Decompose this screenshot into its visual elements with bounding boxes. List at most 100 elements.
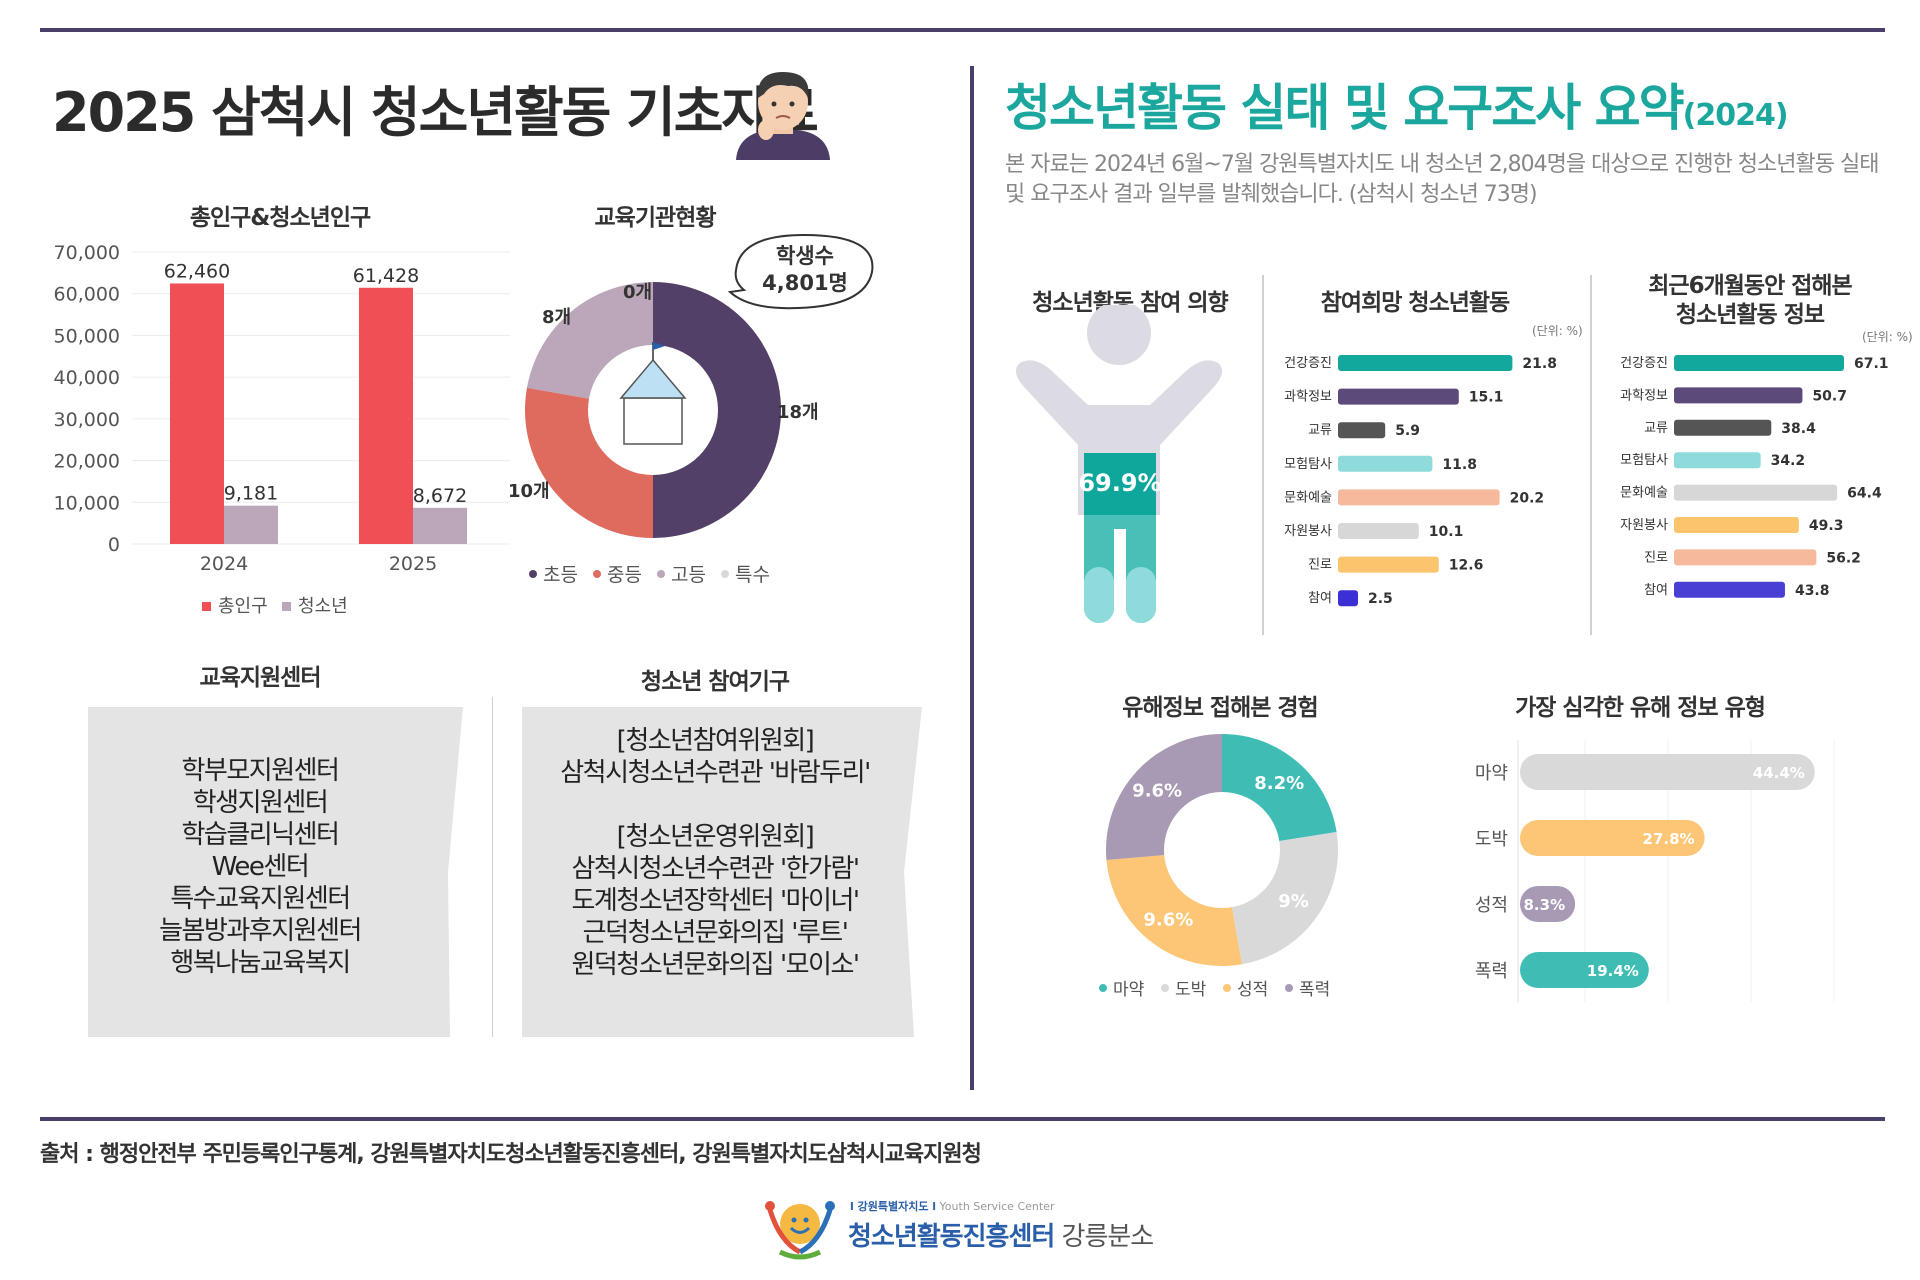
bar-category-label: 진로 bbox=[1308, 558, 1332, 573]
chart-divider-2 bbox=[1590, 275, 1592, 635]
bubble-line1: 학생수 bbox=[776, 244, 834, 268]
bar bbox=[1338, 523, 1419, 539]
bar-value-label: 5.9 bbox=[1395, 423, 1420, 439]
bar-value-label: 67.1 bbox=[1854, 356, 1889, 372]
slice-label: 10개 bbox=[508, 481, 550, 502]
x-tick-label: 2025 bbox=[389, 553, 437, 575]
legend-dot bbox=[657, 570, 665, 578]
bar-value-label: 62,460 bbox=[164, 260, 230, 282]
bar-value-label: 2.5 bbox=[1368, 591, 1393, 607]
bar bbox=[1674, 581, 1785, 598]
info-title-line2: 청소년활동 정보 bbox=[1675, 302, 1825, 328]
bar-value-label: 44.4% bbox=[1753, 764, 1805, 782]
bar-value-label: 9,181 bbox=[224, 483, 278, 505]
legend-label: 도박 bbox=[1175, 980, 1207, 1000]
bar bbox=[1674, 484, 1838, 501]
bar-category-label: 폭력 bbox=[1475, 961, 1508, 982]
bar-category-label: 마약 bbox=[1475, 763, 1508, 784]
school-building-roof bbox=[619, 358, 687, 399]
bar bbox=[1674, 452, 1761, 469]
bar-value-label: 34.2 bbox=[1771, 453, 1806, 469]
participation-orgs-title: 청소년 참여기구 bbox=[640, 669, 790, 695]
harmful-chart: 8.2% 9% 9.6% 9.6% 마약 도박 성적 폭력 bbox=[1099, 734, 1338, 1000]
left-title: 2025 삼척시 청소년활동 기초자료 bbox=[52, 81, 819, 144]
legend-dot bbox=[1161, 984, 1169, 992]
intention-figure: 69.9% bbox=[1015, 305, 1223, 623]
bar-category-label: 도박 bbox=[1475, 829, 1508, 850]
legend-dot bbox=[529, 570, 537, 578]
bar-value-label: 27.8% bbox=[1643, 830, 1695, 848]
serious-chart: 마약 44.4% 도박 27.8% 성적 8.3% 폭력 19.4% bbox=[1475, 740, 1835, 1002]
bar bbox=[1520, 886, 1576, 922]
support-center-list: 학부모지원센터 학생지원센터 학습클리닉센터 Wee센터 특수교육지원센터 늘봄방과후지원… bbox=[120, 755, 400, 979]
bar-category-label: 문화예술 bbox=[1620, 486, 1668, 501]
logo: l 강원특별자치도 l Youth Service Center 청소년활동진흥… bbox=[760, 1190, 1180, 1260]
bar-category-label: 과학정보 bbox=[1284, 390, 1332, 405]
bar bbox=[1674, 517, 1799, 533]
bar bbox=[1338, 422, 1386, 439]
figure-leg-right-low bbox=[1126, 567, 1156, 623]
legend-label: 총인구 bbox=[218, 596, 268, 617]
slice-label: 8개 bbox=[542, 307, 571, 328]
right-title-text: 청소년활동 실태 및 요구조사 요약 bbox=[1005, 79, 1685, 137]
participation-org-line: 원덕청소년문화의집 '모이소' bbox=[571, 950, 860, 980]
bar-total bbox=[170, 283, 224, 544]
support-center-item: Wee센터 bbox=[211, 852, 310, 882]
school-building-icon bbox=[619, 342, 687, 445]
school-building-wall bbox=[623, 397, 683, 445]
logo-mark-icon bbox=[765, 1201, 835, 1260]
bar bbox=[1338, 455, 1433, 472]
slice-label: 9.6% bbox=[1132, 781, 1182, 802]
info-unit: (단위: %) bbox=[1862, 330, 1913, 344]
bar bbox=[1338, 590, 1358, 607]
bar-value-label: 38.4 bbox=[1781, 421, 1816, 437]
logo-main: 청소년활동진흥센터 bbox=[848, 1222, 1055, 1252]
bar-youth bbox=[224, 505, 278, 544]
legend-label: 청소년 bbox=[298, 596, 348, 617]
bar-category-label: 참여 bbox=[1644, 583, 1668, 598]
logo-small-kor: l 강원특별자치도 l bbox=[850, 1200, 937, 1213]
bar bbox=[1674, 355, 1844, 371]
support-center-title: 교육지원센터 bbox=[199, 665, 322, 691]
slice-label: 8.2% bbox=[1254, 773, 1304, 794]
legend-dot bbox=[721, 570, 729, 578]
y-tick-label: 10,000 bbox=[54, 492, 120, 514]
top-rule bbox=[40, 28, 1885, 32]
desired-unit: (단위: %) bbox=[1532, 324, 1583, 338]
bar-category-label: 교류 bbox=[1308, 423, 1332, 438]
support-center-item: 특수교육지원센터 bbox=[170, 884, 351, 914]
legend-label: 특수 bbox=[735, 564, 770, 586]
right-title: 청소년활동 실태 및 요구조사 요약(2024) bbox=[1005, 68, 1789, 140]
bar-value-label: 21.8 bbox=[1522, 356, 1557, 372]
figure-fill-torso bbox=[1084, 453, 1156, 515]
bar-value-label: 49.3 bbox=[1809, 518, 1844, 534]
bar-total bbox=[359, 287, 413, 544]
bar-value-label: 12.6 bbox=[1449, 558, 1484, 574]
bubble-line2: 4,801명 bbox=[762, 271, 848, 295]
bar bbox=[1674, 549, 1817, 566]
bar-category-label: 모험탐사 bbox=[1284, 457, 1332, 472]
bar-category-label: 모험탐사 bbox=[1620, 453, 1668, 468]
support-center-item: 학부모지원센터 bbox=[181, 756, 340, 786]
legend-swatch bbox=[202, 602, 211, 611]
bar-youth bbox=[413, 507, 467, 544]
bar-value-label: 19.4% bbox=[1587, 962, 1639, 980]
legend-dot bbox=[1285, 984, 1293, 992]
y-tick-label: 40,000 bbox=[54, 367, 120, 389]
y-tick-label: 70,000 bbox=[54, 242, 120, 264]
bar-value-label: 15.1 bbox=[1469, 390, 1504, 406]
logo-main-line: 청소년활동진흥센터 강릉분소 bbox=[848, 1216, 1155, 1253]
legend-label: 초등 bbox=[543, 564, 578, 586]
legend-swatch bbox=[282, 602, 291, 611]
figure-leg-left-low bbox=[1084, 567, 1114, 623]
bar-value-label: 56.2 bbox=[1826, 550, 1861, 566]
bar bbox=[1338, 388, 1459, 405]
support-center-item: 학생지원센터 bbox=[192, 788, 329, 818]
y-tick-label: 30,000 bbox=[54, 409, 120, 431]
bar bbox=[1338, 489, 1500, 506]
bar-value-label: 50.7 bbox=[1812, 388, 1847, 404]
logo-branch: 강릉분소 bbox=[1061, 1222, 1155, 1252]
bar-value-label: 8.3% bbox=[1524, 896, 1566, 914]
participation-org-line: [청소년참여위원회] bbox=[616, 726, 815, 756]
